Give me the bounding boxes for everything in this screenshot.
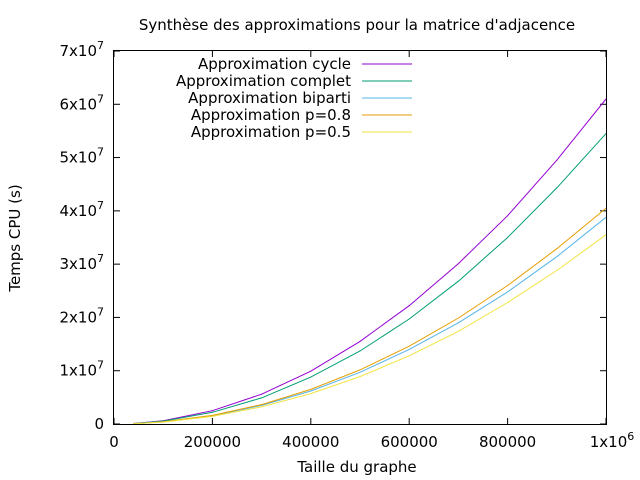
data-point (507, 237, 509, 238)
data-point (211, 410, 213, 412)
data-point (261, 397, 263, 399)
data-point (211, 415, 213, 417)
legend-label: Approximation p=0.5 (191, 123, 351, 141)
data-point (211, 414, 213, 416)
data-point (310, 388, 312, 390)
data-point (556, 159, 558, 161)
data-point (310, 376, 312, 378)
data-point (211, 411, 213, 413)
legend-label: Approximation cycle (198, 55, 351, 73)
series-line-3 (133, 207, 607, 425)
data-point (261, 393, 263, 395)
data-point (507, 291, 509, 293)
y-tick-label: 0 (94, 415, 104, 433)
y-tick-label: 6x107 (59, 92, 104, 113)
x-axis-label: Taille du graphe (296, 458, 416, 476)
y-tick-label: 2x107 (59, 305, 104, 326)
data-point (359, 350, 361, 352)
data-point (359, 369, 361, 371)
legend-label: Approximation complet (176, 72, 351, 90)
data-point (556, 270, 558, 271)
series-line-1 (133, 133, 607, 424)
y-axis-label: Temps CPU (s) (6, 184, 24, 292)
series-line-4 (133, 234, 607, 425)
x-tick-label: 600000 (381, 433, 438, 451)
series-line-2 (133, 216, 607, 425)
series-lines (133, 98, 607, 425)
data-point (457, 322, 459, 324)
y-tick-label: 4x107 (59, 199, 104, 220)
series-line-0 (133, 98, 607, 424)
data-point (457, 263, 459, 265)
legend-label: Approximation p=0.8 (191, 106, 351, 124)
data-point (162, 421, 164, 423)
data-point (457, 330, 459, 332)
data-point (507, 302, 509, 303)
data-point (556, 248, 558, 250)
data-point (359, 340, 361, 342)
y-tick-label: 5x107 (59, 146, 104, 167)
data-point (310, 370, 312, 372)
plot-frame (113, 50, 607, 425)
data-point (408, 305, 410, 307)
x-tick-label: 200000 (184, 433, 241, 451)
y-tick-label: 3x107 (59, 252, 104, 273)
data-point (408, 355, 410, 357)
x-tick-label: 400000 (282, 433, 339, 451)
data-point (457, 280, 459, 282)
data-point (408, 318, 410, 320)
data-point (408, 348, 410, 350)
y-tick-label: 1x107 (59, 359, 104, 380)
legend-label: Approximation biparti (188, 89, 351, 107)
x-tick-label: 1x106 (590, 430, 635, 451)
data-point (507, 285, 509, 286)
data-point (310, 390, 312, 392)
data-point (556, 256, 558, 258)
data-point (261, 406, 263, 408)
x-tick-label: 0 (109, 433, 119, 451)
data-point (556, 187, 558, 189)
data-point (310, 393, 312, 395)
chart-title: Synthèse des approximations pour la matr… (139, 16, 575, 34)
axis-ticks: 0 200000 400000 600000 800000 1x106 0 1x107 2x10… (59, 39, 634, 451)
data-point (359, 371, 361, 373)
data-point (359, 376, 361, 378)
data-point (133, 423, 135, 425)
data-point (261, 404, 263, 406)
y-tick-label: 7x107 (59, 39, 104, 60)
data-point (507, 215, 509, 217)
data-point (408, 345, 410, 347)
data-point (457, 317, 459, 319)
x-tick-label: 800000 (479, 433, 536, 451)
